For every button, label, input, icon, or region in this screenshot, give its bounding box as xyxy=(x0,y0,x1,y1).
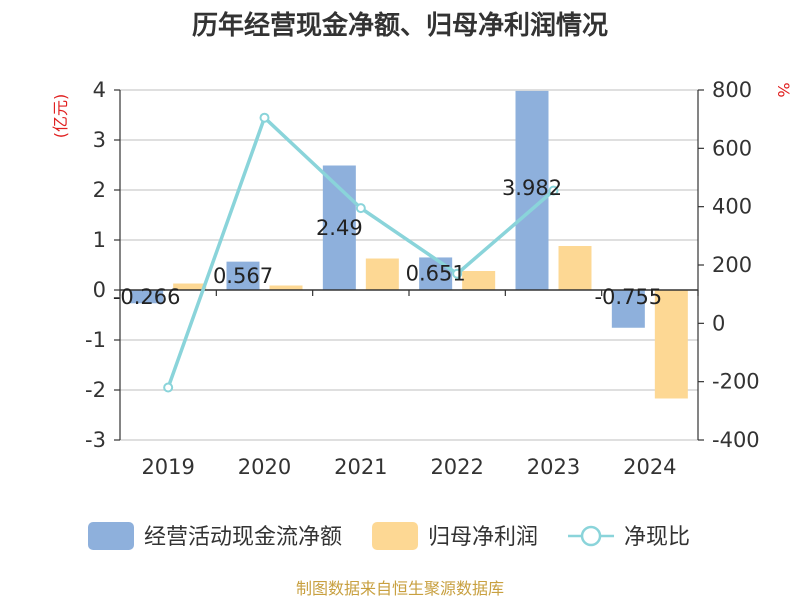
x-axis-category-label: 2020 xyxy=(238,455,291,479)
bar-value-label: 0.567 xyxy=(213,264,273,288)
label-layer: -0.266 0.567 2.49 0.651 3.982 -0.755 xyxy=(113,176,662,309)
source-note: 制图数据来自恒生聚源数据库 xyxy=(296,579,504,598)
grid-layer xyxy=(120,89,698,441)
right-axis-tick-label: 600 xyxy=(712,136,752,160)
bar-cashflow xyxy=(515,90,549,291)
bar-net-profit xyxy=(269,285,303,290)
ratio-point xyxy=(259,112,270,123)
right-axis-unit: % xyxy=(774,82,793,97)
bar-net-profit xyxy=(462,271,496,290)
right-axis-tick-label: 200 xyxy=(712,253,752,277)
axis-layer: 4 3 2 1 0 -1 -2 -3 800 600 400 200 0 -200 -400 2019 2020… xyxy=(85,78,760,479)
x-axis-category-label: 2022 xyxy=(430,455,483,479)
legend-swatch xyxy=(88,522,134,550)
legend: 经营活动现金流净额 归母净利润 净现比 xyxy=(88,522,690,550)
x-axis-category-label: 2019 xyxy=(141,455,194,479)
left-axis-tick-label: 4 xyxy=(93,78,106,102)
x-axis-category-label: 2021 xyxy=(334,455,387,479)
bar-value-label: -0.755 xyxy=(594,285,662,309)
bar-net-profit xyxy=(558,246,592,290)
ratio-point xyxy=(163,382,174,393)
left-axis-unit: (亿元) xyxy=(51,94,70,139)
ratio-point xyxy=(355,203,366,214)
right-axis-tick-label: -400 xyxy=(712,428,760,452)
legend-label: 净现比 xyxy=(624,525,690,550)
right-axis-tick-label: -200 xyxy=(712,370,760,394)
left-axis-tick-label: 1 xyxy=(93,228,106,252)
bar-layer xyxy=(130,90,688,399)
bar-cashflow xyxy=(130,290,164,304)
bar-value-label: 0.651 xyxy=(406,262,466,286)
left-axis-tick-label: 2 xyxy=(93,178,106,202)
left-axis-tick-label: 3 xyxy=(93,128,106,152)
bar-cashflow xyxy=(611,290,645,328)
bar-cashflow xyxy=(226,261,260,290)
right-axis-tick-label: 800 xyxy=(712,78,752,102)
ratio-line xyxy=(166,115,555,389)
ratio-point xyxy=(548,185,559,196)
left-axis-tick-label: 0 xyxy=(93,278,106,302)
bar-net-profit xyxy=(654,290,688,399)
x-axis-category-label: 2024 xyxy=(623,455,676,479)
x-axis-category-label: 2023 xyxy=(527,455,580,479)
bar-value-label: 2.49 xyxy=(316,216,363,240)
ratio-point xyxy=(452,268,463,279)
chart-title: 历年经营现金净额、归母净利润情况 xyxy=(192,10,608,41)
bar-value-label: -0.266 xyxy=(113,285,181,309)
right-axis-tick-label: 0 xyxy=(712,311,725,335)
bar-net-profit xyxy=(173,283,207,290)
bar-cashflow xyxy=(419,257,453,290)
left-axis-tick-label: -3 xyxy=(85,428,106,452)
left-axis-tick-label: -1 xyxy=(85,328,106,352)
right-axis-tick-label: 400 xyxy=(712,195,752,219)
bar-value-label: 3.982 xyxy=(502,176,562,200)
bar-net-profit xyxy=(365,258,399,290)
legend-swatch-marker xyxy=(580,525,602,547)
left-axis-tick-label: -2 xyxy=(85,378,106,402)
legend-swatch xyxy=(372,522,419,550)
line-layer xyxy=(163,112,559,393)
legend-label: 归母净利润 xyxy=(428,525,538,550)
legend-label: 经营活动现金流净额 xyxy=(144,525,342,550)
